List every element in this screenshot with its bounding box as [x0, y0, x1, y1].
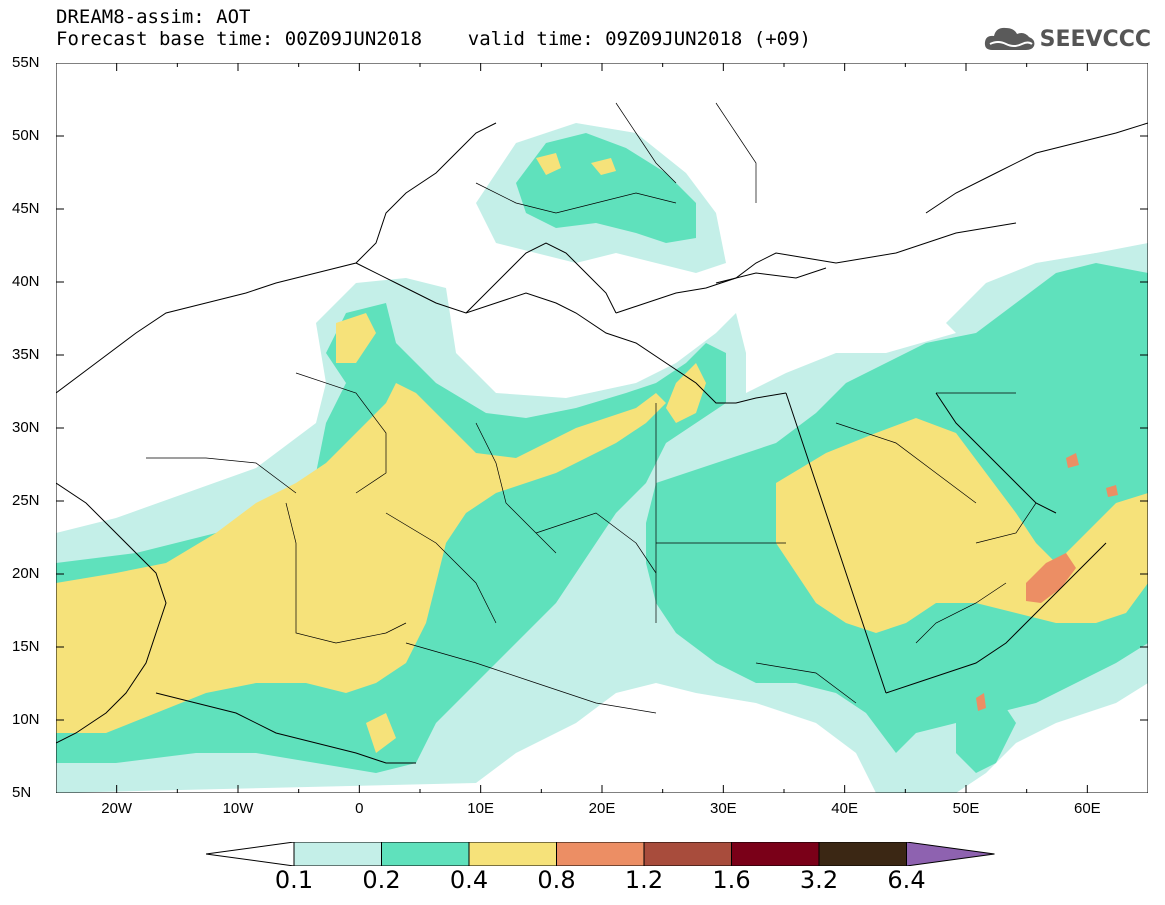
lat-label: 50N: [12, 127, 40, 144]
lon-label: 20W: [101, 800, 133, 817]
cloud-icon: [984, 27, 1035, 50]
lon-label: 10E: [467, 800, 495, 817]
colorbar-box: [818, 842, 907, 866]
lat-label: 15N: [12, 638, 40, 655]
lon-label: 10W: [222, 800, 254, 817]
country-borders: [146, 102, 1037, 714]
lat-label: 5N: [12, 784, 32, 801]
lon-label: 60E: [1073, 800, 1101, 817]
logo-text: SEEVCCC: [1039, 26, 1151, 52]
coastlines: [56, 122, 1148, 764]
colorbar-min-arrow: [206, 842, 295, 866]
lat-label: 10N: [12, 711, 40, 728]
colorbar-box: [556, 842, 645, 866]
colorbar-label: 0.8: [537, 866, 576, 894]
colorbar-max-arrow: [906, 842, 995, 866]
colorbar-label: 0.4: [449, 866, 489, 894]
colorbar-box: [468, 842, 557, 866]
aot-map: [56, 63, 1148, 793]
colorbar-box: [381, 842, 470, 866]
colorbar-label: 0.1: [274, 866, 314, 894]
lon-label: 50E: [952, 800, 980, 817]
lat-label: 25N: [12, 492, 40, 509]
map-title: DREAM8-assim: AOT: [56, 6, 251, 28]
lon-label: 0: [355, 800, 364, 817]
lat-label: 35N: [12, 346, 40, 363]
lat-label: 20N: [12, 565, 40, 582]
colorbar-box: [731, 842, 820, 866]
colorbar-label: 1.6: [712, 866, 751, 894]
colorbar-box: [293, 842, 382, 866]
colorbar-label: 3.2: [799, 866, 839, 894]
lat-label: 30N: [12, 419, 40, 436]
lat-label: 55N: [12, 54, 40, 71]
colorbar: [206, 842, 995, 866]
forecast-time-line: Forecast base time: 00Z09JUN2018 valid t…: [56, 28, 811, 50]
lon-label: 40E: [831, 800, 859, 817]
colorbar-label: 1.2: [624, 866, 664, 894]
colorbar-box: [643, 842, 732, 866]
lat-label: 40N: [12, 273, 40, 290]
lat-label: 45N: [12, 200, 40, 217]
aot-band-0-8: [976, 453, 1118, 711]
seevccc-logo: SEEVCCC: [984, 24, 1151, 54]
lon-label: 20E: [588, 800, 616, 817]
colorbar-label: 0.2: [362, 866, 401, 894]
colorbar-label: 6.4: [887, 866, 926, 894]
lon-label: 30E: [709, 800, 737, 817]
title-block: DREAM8-assim: AOT Forecast base time: 00…: [56, 6, 811, 50]
